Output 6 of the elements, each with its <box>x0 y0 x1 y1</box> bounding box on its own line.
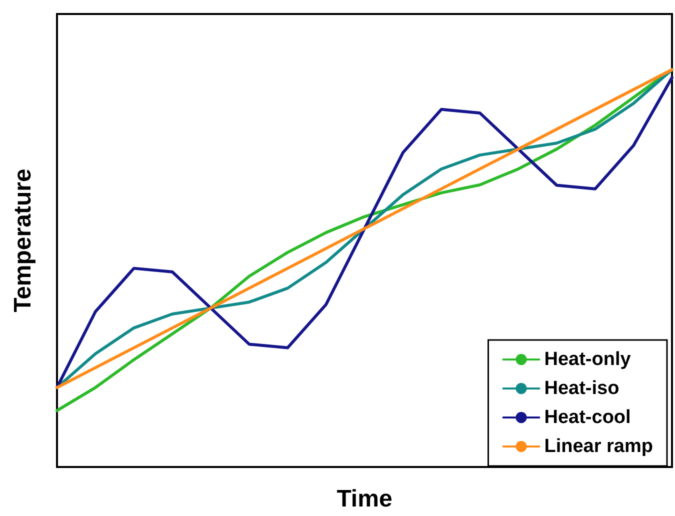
legend-label: Linear ramp <box>544 436 654 457</box>
y-axis-title: Temperature <box>10 168 36 312</box>
legend-label: Heat-cool <box>544 407 631 428</box>
legend-label: Heat-only <box>544 349 632 370</box>
x-axis-title: Time <box>336 486 392 512</box>
legend-label: Heat-iso <box>544 378 620 399</box>
